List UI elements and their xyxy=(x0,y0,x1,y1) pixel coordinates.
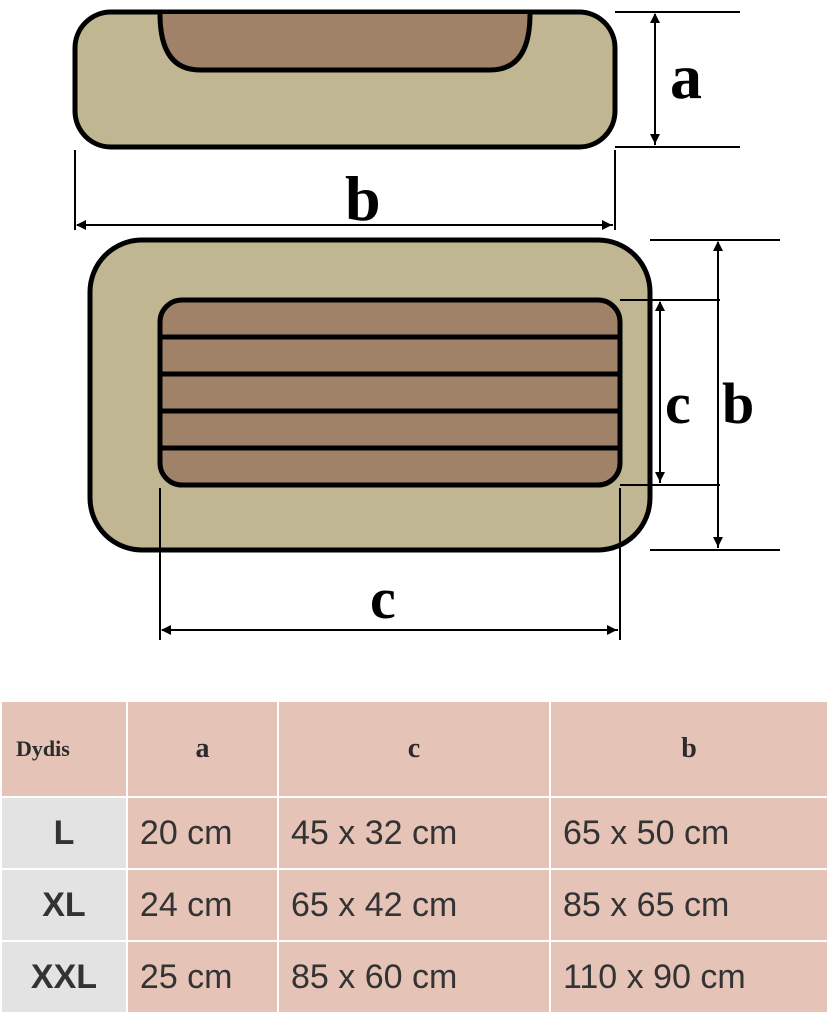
cell-a: 24 cm xyxy=(127,869,278,941)
table-row: XXL 25 cm 85 x 60 cm 110 x 90 cm xyxy=(1,941,828,1013)
cell-c: 85 x 60 cm xyxy=(278,941,550,1013)
cell-size: XXL xyxy=(1,941,127,1013)
cell-b: 110 x 90 cm xyxy=(550,941,828,1013)
cell-size: XL xyxy=(1,869,127,941)
table-row: L 20 cm 45 x 32 cm 65 x 50 cm xyxy=(1,797,828,869)
side-view xyxy=(75,12,615,147)
cell-size: L xyxy=(1,797,127,869)
cell-b: 65 x 50 cm xyxy=(550,797,828,869)
cell-a: 20 cm xyxy=(127,797,278,869)
label-a: a xyxy=(670,40,702,114)
cell-c: 45 x 32 cm xyxy=(278,797,550,869)
label-b-top: b xyxy=(345,162,381,236)
col-header-b: b xyxy=(550,701,828,797)
diagram-area: a b c b c xyxy=(0,0,829,700)
col-header-c: c xyxy=(278,701,550,797)
dimension-diagram xyxy=(0,0,829,700)
col-header-size: Dydis xyxy=(1,701,127,797)
col-header-a: a xyxy=(127,701,278,797)
label-c-right: c xyxy=(665,370,691,437)
size-table: Dydis a c b L 20 cm 45 x 32 cm 65 x 50 c… xyxy=(0,700,829,1014)
table-row: XL 24 cm 65 x 42 cm 85 x 65 cm xyxy=(1,869,828,941)
cell-c: 65 x 42 cm xyxy=(278,869,550,941)
label-b-right: b xyxy=(722,370,754,437)
label-c-bottom: c xyxy=(370,565,396,632)
table-header-row: Dydis a c b xyxy=(1,701,828,797)
cell-b: 85 x 65 cm xyxy=(550,869,828,941)
cell-a: 25 cm xyxy=(127,941,278,1013)
top-view xyxy=(90,240,650,550)
page-canvas: a b c b c Dydis a c b L 20 cm 45 x 32 cm… xyxy=(0,0,829,1024)
